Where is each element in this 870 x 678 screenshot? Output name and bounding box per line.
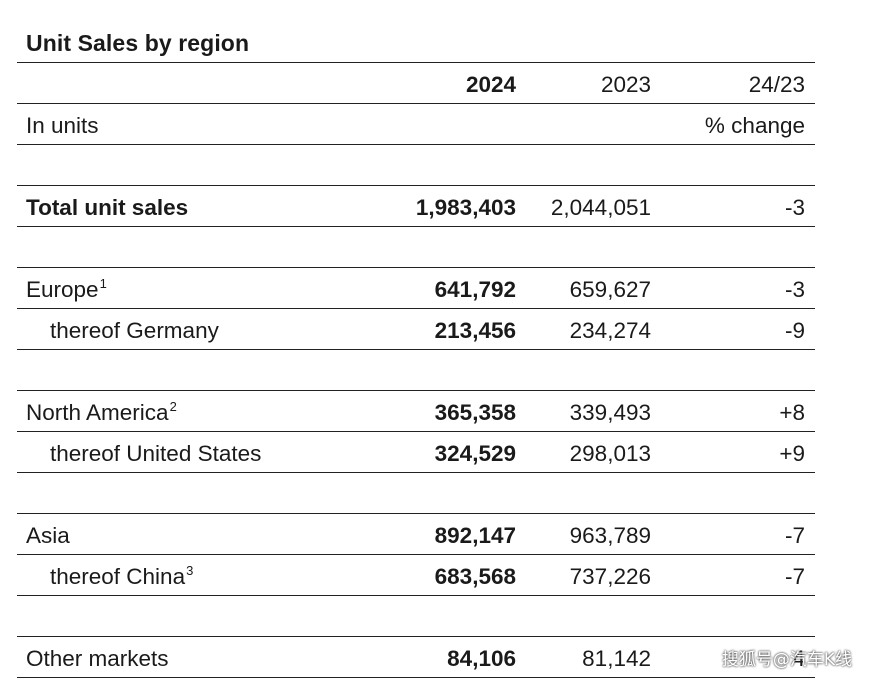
table-row: Total unit sales 1,983,403 2,044,051 -3	[17, 185, 815, 226]
value-2024: 892,147	[434, 523, 516, 548]
header-row-units: In units % change	[17, 103, 815, 144]
table-row: thereof United States 324,529 298,013 +9	[17, 431, 815, 472]
footnote-marker: 2	[169, 399, 177, 414]
value-change: -3	[784, 277, 805, 302]
value-2024: 213,456	[434, 318, 516, 343]
spacer-row	[17, 144, 815, 185]
value-2023: 737,226	[569, 564, 651, 589]
table-row: thereof China3 683,568 737,226 -7	[17, 554, 815, 595]
row-label: Total unit sales	[26, 195, 189, 220]
value-2024: 324,529	[434, 441, 516, 466]
change-label: % change	[704, 113, 805, 138]
watermark: 搜狐号@汽车K线	[721, 650, 852, 670]
row-label: North America2	[26, 399, 177, 425]
value-change: 4	[792, 646, 805, 671]
table-row: thereof Germany 213,456 234,274 -9	[17, 308, 815, 349]
value-2024: 683,568	[434, 564, 516, 589]
value-2023: 2,044,051	[550, 195, 651, 220]
value-2023: 659,627	[569, 277, 651, 302]
spacer-row	[17, 226, 815, 267]
units-label: In units	[26, 113, 99, 138]
row-label: Europe1	[26, 276, 107, 302]
value-2024: 365,358	[434, 400, 516, 425]
table-row: Other markets 84,106 81,142 4	[17, 636, 815, 678]
spacer-row	[17, 472, 815, 513]
spacer-row	[17, 349, 815, 390]
footnote-marker: 1	[99, 276, 107, 291]
value-2023: 81,142	[582, 646, 651, 671]
table-row: North America2 365,358 339,493 +8	[17, 390, 815, 431]
value-change: +9	[779, 441, 805, 466]
value-change: -7	[784, 523, 805, 548]
row-label: thereof United States	[50, 441, 262, 466]
table-title: Unit Sales by region	[26, 30, 250, 56]
row-label: Other markets	[26, 646, 169, 671]
row-label: Asia	[26, 523, 70, 548]
value-change: -7	[784, 564, 805, 589]
value-2023: 234,274	[569, 318, 651, 343]
header-2023: 2023	[600, 72, 651, 97]
value-2024: 641,792	[434, 277, 516, 302]
value-2024: 84,106	[447, 646, 516, 671]
row-label: thereof Germany	[50, 318, 219, 343]
table-row: Europe1 641,792 659,627 -3	[17, 267, 815, 308]
header-change: 24/23	[748, 72, 805, 97]
value-change: -3	[784, 195, 805, 220]
header-2024: 2024	[465, 72, 516, 97]
value-change: -9	[784, 318, 805, 343]
value-change: +8	[779, 400, 805, 425]
value-2023: 298,013	[569, 441, 651, 466]
value-2023: 963,789	[569, 523, 651, 548]
spacer-row	[17, 595, 815, 636]
footnote-marker: 3	[186, 563, 194, 578]
unit-sales-table: 2024 2023 24/23 In units % change Total …	[17, 62, 815, 678]
table-row: Asia 892,147 963,789 -7	[17, 513, 815, 554]
value-2023: 339,493	[569, 400, 651, 425]
header-row-years: 2024 2023 24/23	[17, 62, 815, 103]
row-label: thereof China3	[50, 563, 194, 589]
value-2024: 1,983,403	[415, 195, 516, 220]
